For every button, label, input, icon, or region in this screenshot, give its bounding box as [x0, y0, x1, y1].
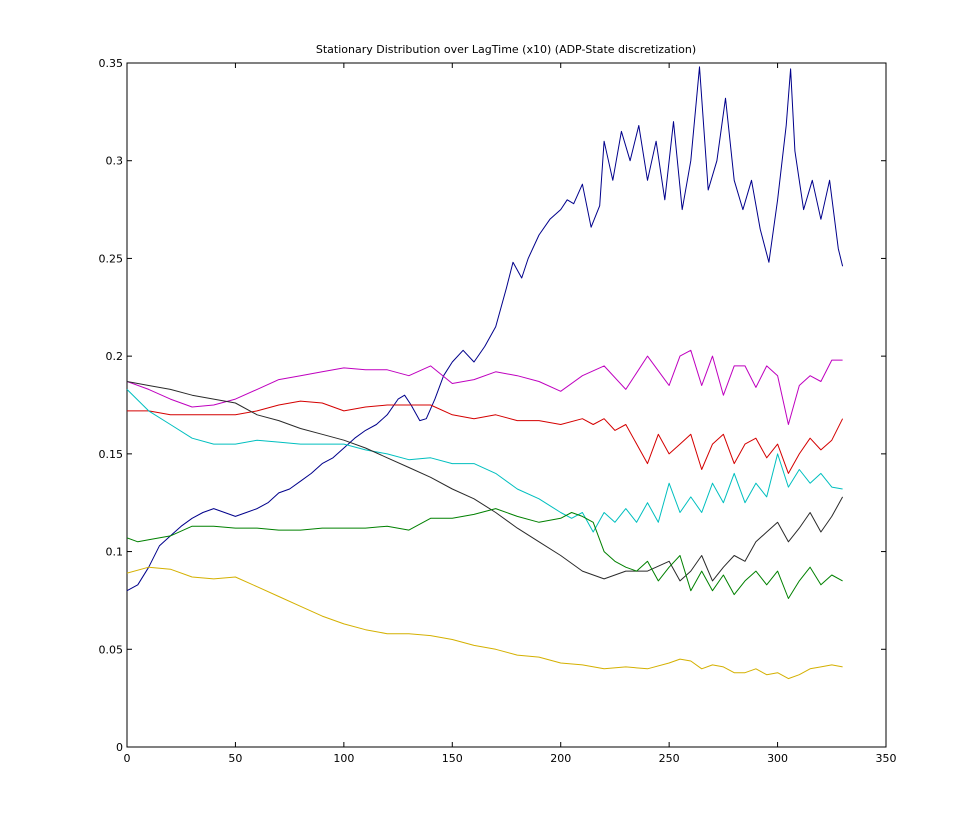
- y-tick-label: 0.2: [106, 350, 124, 363]
- series-line-7: [126, 566, 843, 680]
- series-line-3: [127, 400, 844, 474]
- x-tick-label: 50: [228, 752, 242, 765]
- series-line-5: [126, 381, 844, 582]
- series-line-4: [126, 389, 843, 533]
- chart-title: Stationary Distribution over LagTime (x1…: [316, 43, 696, 56]
- y-tick-label: 0.25: [99, 252, 124, 265]
- x-tick-label: 150: [442, 752, 463, 765]
- x-tick-label: 350: [876, 752, 897, 765]
- data-series: [126, 66, 844, 680]
- x-tick-label: 0: [124, 752, 131, 765]
- x-tick-label: 250: [659, 752, 680, 765]
- y-tick-label: 0.35: [99, 57, 124, 70]
- series-line-2: [126, 349, 843, 425]
- x-tick-label: 200: [550, 752, 571, 765]
- y-tick-label: 0.3: [106, 155, 124, 168]
- y-tick-label: 0.15: [99, 448, 124, 461]
- x-tick-label: 300: [767, 752, 788, 765]
- plot-area: [126, 62, 887, 748]
- y-tick-label: 0: [116, 741, 123, 754]
- series-line-1: [126, 66, 844, 592]
- axis-ticks: 0 50 100 150 200 250 300 350 0 0.05 0.1 0.15 0.2 0.25…: [99, 57, 897, 765]
- y-tick-label: 0.05: [99, 643, 124, 656]
- series-line-6: [126, 508, 843, 599]
- y-tick-label: 0.1: [106, 546, 124, 559]
- x-tick-label: 100: [333, 752, 354, 765]
